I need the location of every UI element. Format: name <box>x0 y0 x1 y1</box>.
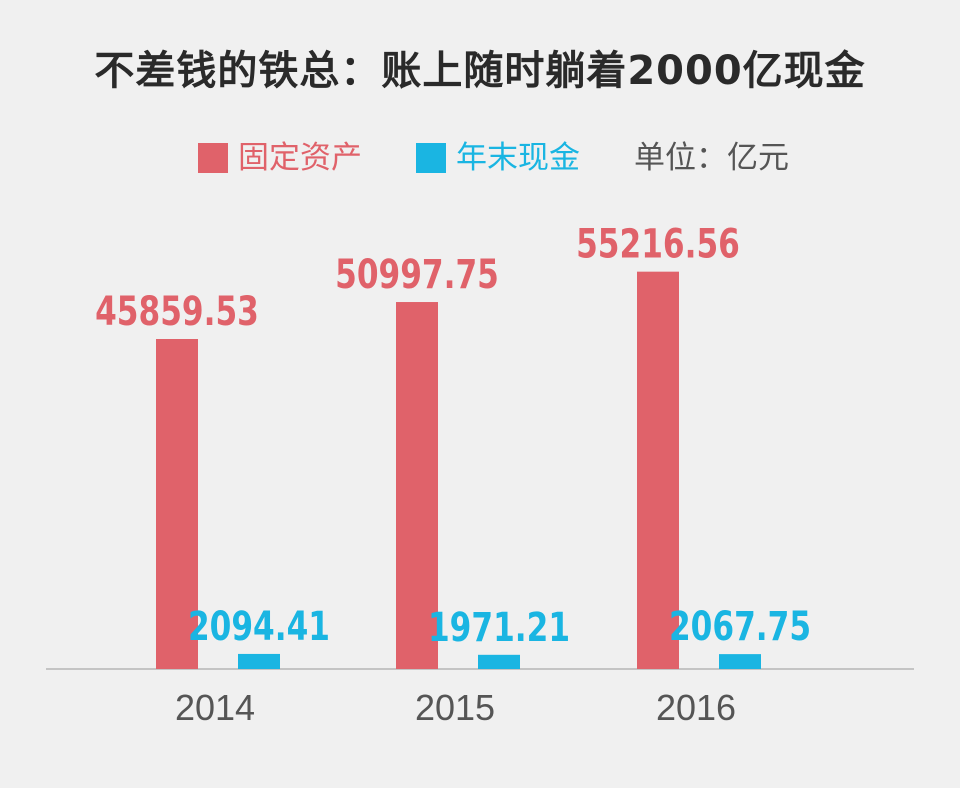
bar-fixed-assets-2015 <box>396 302 438 669</box>
x-tick-label-2015: 2015 <box>415 687 495 728</box>
data-label-year-end-cash-2015: 1971.21 <box>428 605 570 651</box>
legend-label-fixed-assets: 固定资产 <box>238 140 362 176</box>
unit-label: 单位：亿元 <box>634 140 789 176</box>
bar-year-end-cash-2014 <box>238 653 280 669</box>
legend-swatch-year-end-cash <box>416 143 446 173</box>
data-label-year-end-cash-2014: 2094.41 <box>188 604 330 650</box>
bar-year-end-cash-2015 <box>478 654 520 669</box>
x-tick-label-2014: 2014 <box>175 687 255 728</box>
legend: 固定资产 年末现金 单位：亿元 <box>0 138 960 178</box>
legend-item-fixed-assets: 固定资产 <box>198 138 362 178</box>
legend-swatch-fixed-assets <box>198 143 228 173</box>
bar-fixed-assets-2014 <box>156 339 198 669</box>
x-tick-label-2016: 2016 <box>656 687 736 728</box>
chart-title: 不差钱的铁总：账上随时躺着2000亿现金 <box>94 48 866 94</box>
data-label-fixed-assets-2016: 55216.56 <box>576 222 740 268</box>
legend-item-year-end-cash: 年末现金 <box>416 138 580 178</box>
data-label-year-end-cash-2016: 2067.75 <box>669 604 811 650</box>
bar-fixed-assets-2016 <box>637 271 679 669</box>
legend-label-year-end-cash: 年末现金 <box>456 140 580 176</box>
data-label-fixed-assets-2015: 50997.75 <box>335 252 499 298</box>
data-label-fixed-assets-2014: 45859.53 <box>95 289 259 335</box>
bar-year-end-cash-2016 <box>719 654 761 669</box>
